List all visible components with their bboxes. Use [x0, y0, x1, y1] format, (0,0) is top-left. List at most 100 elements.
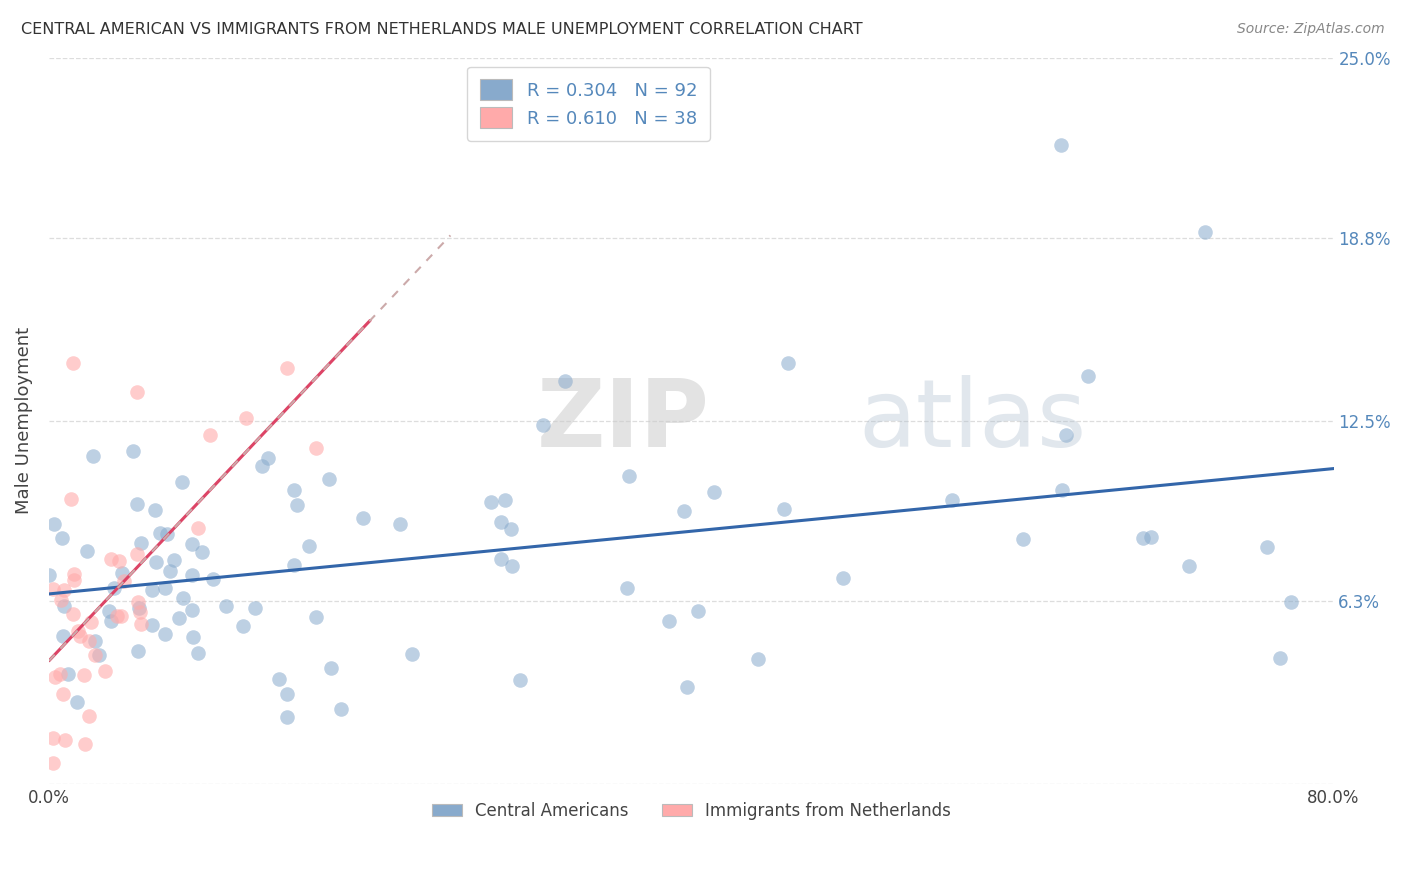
Point	[84, 648, 107, 663]
Point	[215, 599, 238, 613]
Point	[773, 501, 796, 516]
Point	[250, 459, 273, 474]
Point	[42, 517, 65, 532]
Point	[616, 582, 638, 596]
Point	[305, 610, 328, 624]
Point	[554, 374, 576, 388]
Point	[75, 737, 97, 751]
Point	[112, 574, 135, 589]
Point	[1268, 651, 1291, 665]
Point	[131, 536, 153, 550]
Point	[181, 630, 204, 644]
Point	[831, 571, 853, 585]
Point	[276, 361, 298, 376]
Point	[53, 733, 76, 747]
Point	[1256, 541, 1278, 555]
Point	[145, 555, 167, 569]
Point	[501, 523, 523, 537]
Point	[191, 545, 214, 559]
Text: CENTRAL AMERICAN VS IMMIGRANTS FROM NETHERLANDS MALE UNEMPLOYMENT CORRELATION CH: CENTRAL AMERICAN VS IMMIGRANTS FROM NETH…	[21, 22, 863, 37]
Point	[232, 619, 254, 633]
Point	[52, 583, 75, 598]
Point	[305, 442, 328, 456]
Point	[141, 583, 163, 598]
Point	[100, 614, 122, 628]
Point	[98, 604, 121, 618]
Point	[77, 709, 100, 723]
Point	[1054, 428, 1077, 442]
Point	[187, 646, 209, 660]
Point	[1178, 558, 1201, 573]
Point	[38, 568, 60, 582]
Point	[298, 539, 321, 553]
Point	[42, 582, 65, 596]
Point	[69, 629, 91, 643]
Point	[319, 661, 342, 675]
Point	[44, 669, 66, 683]
Point	[63, 566, 86, 581]
Point	[128, 600, 150, 615]
Point	[1011, 533, 1033, 547]
Point	[352, 511, 374, 525]
Point	[121, 443, 143, 458]
Point	[703, 484, 725, 499]
Point	[49, 667, 72, 681]
Point	[103, 581, 125, 595]
Point	[401, 647, 423, 661]
Point	[108, 554, 131, 568]
Point	[76, 544, 98, 558]
Point	[747, 651, 769, 665]
Point	[110, 609, 132, 624]
Point	[125, 547, 148, 561]
Point	[494, 492, 516, 507]
Point	[105, 608, 128, 623]
Point	[180, 603, 202, 617]
Point	[1077, 368, 1099, 383]
Point	[201, 572, 224, 586]
Text: ZIP: ZIP	[537, 375, 710, 467]
Point	[1194, 225, 1216, 239]
Point	[617, 468, 640, 483]
Point	[128, 605, 150, 619]
Point	[181, 568, 204, 582]
Point	[49, 593, 72, 607]
Point	[127, 644, 149, 658]
Point	[509, 673, 531, 687]
Point	[1140, 530, 1163, 544]
Point	[658, 614, 681, 628]
Point	[73, 668, 96, 682]
Point	[56, 667, 79, 681]
Point	[388, 516, 411, 531]
Point	[149, 526, 172, 541]
Point	[180, 537, 202, 551]
Point	[62, 573, 84, 587]
Point	[82, 449, 104, 463]
Point	[52, 630, 75, 644]
Point	[686, 604, 709, 618]
Point	[94, 664, 117, 678]
Point	[110, 566, 132, 580]
Point	[187, 521, 209, 535]
Point	[127, 384, 149, 399]
Point	[501, 558, 523, 573]
Point	[62, 607, 84, 621]
Point	[125, 497, 148, 511]
Point	[172, 591, 194, 605]
Point	[42, 731, 65, 745]
Point	[276, 710, 298, 724]
Point	[143, 502, 166, 516]
Point	[153, 581, 176, 595]
Point	[1052, 483, 1074, 497]
Point	[51, 532, 73, 546]
Point	[318, 472, 340, 486]
Point	[941, 493, 963, 508]
Point	[129, 616, 152, 631]
Point	[62, 356, 84, 370]
Y-axis label: Male Unemployment: Male Unemployment	[15, 327, 32, 515]
Point	[59, 492, 82, 507]
Point	[1049, 137, 1071, 152]
Text: atlas: atlas	[858, 375, 1087, 467]
Point	[127, 595, 149, 609]
Point	[285, 498, 308, 512]
Legend: Central Americans, Immigrants from Netherlands: Central Americans, Immigrants from Nethe…	[425, 795, 957, 826]
